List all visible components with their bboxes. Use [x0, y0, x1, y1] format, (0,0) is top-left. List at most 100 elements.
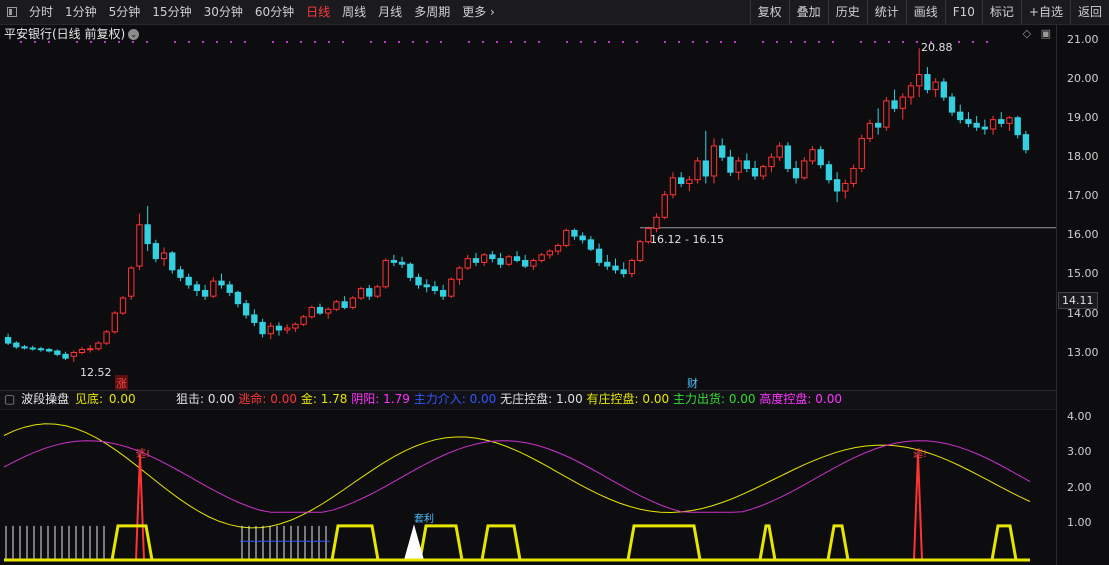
window-icon[interactable]	[7, 7, 17, 17]
candle-body	[136, 224, 143, 267]
tab-daily[interactable]: 日线	[306, 5, 331, 19]
tab-multi-period[interactable]: 多周期	[414, 5, 451, 19]
ind-value: 1.00	[555, 392, 583, 406]
axis-tick: 17.00	[1067, 189, 1099, 202]
signal-dot	[888, 41, 890, 43]
signal-dot	[370, 41, 372, 43]
draw-line-button[interactable]: 画线	[905, 0, 945, 24]
limit-up-badge[interactable]: 涨	[115, 375, 128, 391]
axis-tick: 20.00	[1067, 72, 1099, 85]
signal-dot	[146, 41, 148, 43]
candle-body	[907, 85, 915, 98]
tab-more[interactable]: 更多 ›	[456, 0, 501, 24]
signal-dot	[720, 41, 722, 43]
f10-button[interactable]: F10	[944, 0, 982, 24]
signal-dot	[566, 41, 568, 43]
candle-body	[842, 182, 849, 192]
signal-dot	[958, 41, 960, 43]
ind-item-3: 金: 1.78	[301, 392, 348, 406]
back-button[interactable]: 返回	[1069, 0, 1109, 24]
signal-dot	[300, 41, 302, 43]
candle-body	[661, 194, 668, 218]
candle-body	[702, 160, 709, 177]
tab-monthly[interactable]: 月线	[378, 5, 403, 19]
candle-body	[341, 301, 348, 308]
current-price-label: 14.11	[1058, 292, 1098, 309]
signal-dot	[776, 41, 778, 43]
ind-axis-tick: 3.00	[1067, 445, 1092, 458]
signal-dot	[76, 41, 78, 43]
candle-body	[37, 348, 45, 351]
candle-body	[54, 350, 61, 355]
candle-body	[579, 235, 586, 241]
indicator-name[interactable]: 波段操盘	[21, 392, 70, 406]
high-price-label: 20.88	[921, 41, 953, 54]
arbitrage-marker	[404, 524, 424, 560]
tab-1min[interactable]: 1分钟	[65, 5, 97, 19]
candle-body	[242, 303, 250, 316]
candle-body	[218, 280, 225, 286]
history-button[interactable]: 历史	[827, 0, 867, 24]
signal-dot	[860, 41, 862, 43]
escape-spike	[912, 454, 924, 561]
stock-title-label: 平安银行(日线 前复权)	[4, 27, 126, 41]
ind-label: 见底:	[75, 392, 104, 406]
candle-body	[21, 346, 28, 349]
restore-rights-button[interactable]: 复权	[749, 0, 789, 24]
candle-body	[234, 291, 242, 305]
ind-value: 0.00	[642, 392, 670, 406]
candle-body	[439, 290, 447, 297]
signal-dot	[342, 41, 344, 43]
signal-dot	[972, 41, 974, 43]
signal-dot	[244, 41, 246, 43]
ind-item-9: 高度控盘: 0.00	[759, 392, 842, 406]
tab-60min[interactable]: 60分钟	[254, 5, 295, 19]
stock-title[interactable]: 平安银行(日线 前复权) ⌄	[4, 25, 140, 42]
signal-dot	[986, 41, 988, 43]
candle-body	[825, 164, 833, 181]
candle-body	[300, 316, 307, 325]
diamond-icon[interactable]: ◇	[1022, 27, 1032, 40]
tool-buttons: 复权 叠加 历史 统计 画线 F10 标记 +自选 返回	[749, 0, 1109, 24]
tab-5min[interactable]: 5分钟	[108, 5, 141, 19]
restore-window-icon[interactable]: ▣	[1040, 27, 1051, 40]
chevron-down-icon[interactable]: ⌄	[128, 29, 140, 40]
signal-dot	[678, 41, 680, 43]
candle-body	[883, 100, 890, 128]
candle-body	[119, 297, 127, 314]
candle-body	[489, 254, 496, 260]
magenta-line	[3, 440, 1031, 513]
tab-30min[interactable]: 30分钟	[203, 5, 243, 19]
candle-body	[111, 312, 118, 333]
candle-body	[924, 74, 931, 91]
ind-item-8: 主力出货: 0.00	[673, 392, 756, 406]
ind-item-4: 阴阳: 1.79	[351, 392, 410, 406]
ind-toggle-icon[interactable]: ▢	[4, 392, 16, 406]
candle-body	[751, 167, 759, 177]
signal-dot	[118, 41, 120, 43]
financial-badge[interactable]: 财	[687, 377, 698, 390]
tab-weekly[interactable]: 周线	[342, 5, 367, 19]
yellow-line	[3, 423, 1031, 529]
candle-body	[423, 284, 430, 288]
candle-body	[998, 119, 1005, 124]
candle-body	[595, 248, 603, 263]
chevron-right-icon: ›	[486, 5, 495, 19]
candle-body	[87, 348, 94, 351]
candle-body	[866, 122, 874, 139]
candle-body	[103, 331, 110, 344]
mark-button[interactable]: 标记	[981, 0, 1021, 24]
candle-body	[874, 122, 882, 128]
stats-button[interactable]: 统计	[866, 0, 906, 24]
candle-body	[981, 126, 989, 130]
add-watchlist-button[interactable]: +自选	[1020, 0, 1070, 24]
tab-15min[interactable]: 15分钟	[152, 5, 192, 19]
tab-fenshi[interactable]: 分时	[29, 5, 54, 19]
overlay-button[interactable]: 叠加	[788, 0, 828, 24]
candle-body	[456, 267, 463, 280]
ind-label: 无庄控盘:	[500, 392, 553, 406]
signal-dot	[48, 41, 50, 43]
candle-body	[735, 160, 742, 173]
signal-dot	[468, 41, 470, 43]
